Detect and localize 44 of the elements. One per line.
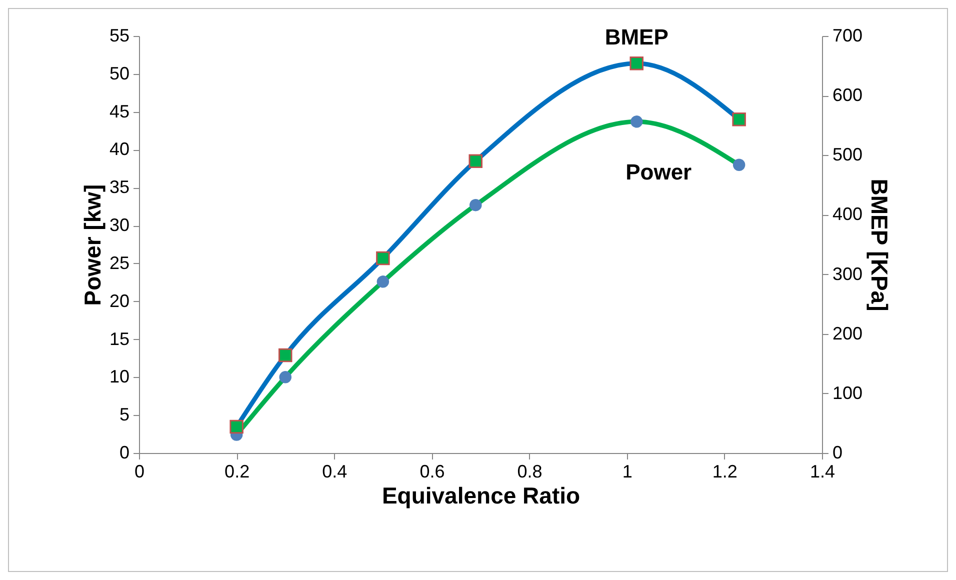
y-tick-label: 15 [109, 328, 130, 349]
point [230, 420, 244, 434]
y-tick-label: 55 [109, 26, 130, 46]
y-tick-label: 0 [119, 442, 130, 462]
y-tick-label: 40 [109, 139, 130, 160]
point [278, 348, 292, 362]
y2-tick-label: 700 [832, 26, 863, 46]
y-tick-label: 50 [109, 63, 130, 84]
point [279, 371, 292, 384]
point [468, 154, 482, 168]
y-tick-label: 45 [109, 101, 130, 122]
y2-axis-title: BMEP [KPa] [866, 178, 893, 312]
series-label: BMEP [604, 24, 668, 50]
point [630, 56, 644, 70]
y-tick-label: 30 [109, 215, 130, 236]
x-axis-title: Equivalence Ratio [382, 482, 580, 508]
point [376, 276, 390, 288]
x-tick-label: 1.4 [810, 462, 836, 482]
y-tick-label: 10 [109, 366, 130, 387]
point [630, 116, 643, 128]
x-tick-label: 0 [134, 462, 145, 482]
x-tick-label: 0.4 [322, 462, 348, 482]
x-tick-label: 0.2 [224, 462, 250, 482]
point [732, 158, 746, 172]
x-tick-label: 0.8 [517, 462, 542, 482]
y-axis-title: Power [kw] [79, 184, 106, 306]
y2-tick-label: 600 [832, 85, 863, 106]
point [469, 198, 482, 212]
x-tick-label: 1.2 [712, 462, 738, 482]
y-tick-label: 5 [119, 404, 130, 425]
y-tick-label: 25 [109, 252, 130, 273]
y2-tick-label: 0 [832, 442, 843, 462]
y2-tick-label: 400 [832, 204, 863, 224]
y2-tick-label: 100 [832, 382, 863, 403]
series-label: Power [626, 160, 692, 185]
y2-tick-label: 200 [832, 323, 863, 344]
x-tick-label: 0.6 [420, 462, 445, 482]
y-tick-label: 35 [109, 177, 130, 198]
y-tick-label: 20 [109, 290, 130, 311]
x-tick-label: 1 [622, 462, 632, 482]
point [732, 112, 746, 126]
y2-tick-label: 300 [832, 264, 863, 284]
point [376, 251, 390, 266]
y2-tick-label: 500 [832, 144, 863, 165]
